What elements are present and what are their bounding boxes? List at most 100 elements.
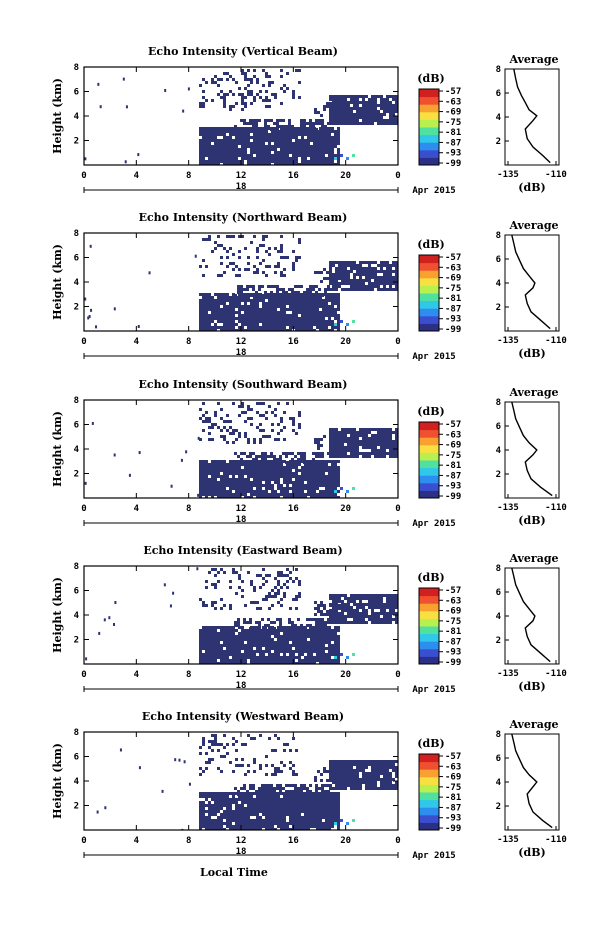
echo-cell	[386, 606, 389, 609]
echo-cell	[307, 466, 310, 469]
echo-cell	[301, 810, 304, 813]
echo-cell	[292, 481, 295, 484]
echo-cell	[259, 311, 262, 314]
echo-cell	[253, 481, 256, 484]
echo-cell	[256, 130, 259, 133]
echo-cell	[337, 305, 340, 308]
echo-cell	[244, 819, 247, 822]
echo-cell	[241, 157, 244, 160]
echo-cell	[304, 813, 307, 816]
echo-cell	[286, 308, 289, 311]
echo-cell	[247, 813, 250, 816]
echo-cell	[202, 481, 205, 484]
echo-cell	[292, 484, 295, 487]
echo-cell	[285, 461, 288, 464]
echo-cell	[319, 647, 322, 650]
echo-cell	[377, 285, 380, 288]
echo-cell	[286, 256, 289, 259]
echo-cell	[268, 469, 271, 472]
echo-cell	[335, 618, 338, 621]
echo-cell	[250, 822, 253, 825]
x-tick-label: 0	[81, 504, 86, 514]
echo-cell	[199, 84, 202, 87]
echo-cell	[247, 481, 250, 484]
echo-cell	[199, 438, 202, 441]
echo-cell	[277, 571, 280, 574]
echo-cell	[232, 154, 235, 157]
echo-cell	[362, 594, 365, 597]
echo-cell	[276, 119, 279, 122]
echo-cell	[247, 317, 250, 320]
echo-cell	[259, 825, 262, 828]
echo-cell	[383, 606, 386, 609]
echo-cell	[208, 822, 211, 825]
echo-cell	[283, 629, 286, 632]
echo-cell	[223, 308, 226, 311]
echo-cell	[362, 597, 365, 600]
echo-cell	[365, 104, 368, 107]
echo-cell	[295, 644, 298, 647]
echo-cell	[238, 93, 241, 96]
echo-cell	[268, 157, 271, 160]
echo-cell	[271, 816, 274, 819]
echo-cell	[301, 323, 304, 326]
echo-cell	[341, 270, 344, 273]
echo-cell	[259, 472, 262, 475]
echo-cell	[232, 142, 235, 145]
echo-cell	[380, 279, 383, 282]
echo-cell	[341, 119, 344, 122]
echo-cell	[353, 434, 356, 437]
echo-cell	[265, 595, 268, 598]
echo-cell	[235, 148, 238, 151]
echo-cell	[356, 434, 359, 437]
echo-cell	[271, 647, 274, 650]
echo-cell	[377, 621, 380, 624]
echo-cell	[244, 816, 247, 819]
echo-cell	[332, 264, 335, 267]
echo-cell	[309, 294, 312, 297]
echo-cell	[368, 285, 371, 288]
echo-cell	[289, 662, 292, 664]
echo-cell	[300, 790, 303, 793]
echo-cell	[319, 130, 322, 133]
echo-cell	[250, 632, 253, 635]
echo-cell	[247, 816, 250, 819]
echo-cell	[297, 291, 300, 294]
echo-cell	[220, 460, 223, 463]
echo-speck	[95, 325, 98, 329]
echo-cell	[205, 822, 208, 825]
echo-cell	[285, 125, 288, 128]
echo-cell	[262, 84, 265, 87]
echo-cell	[223, 317, 226, 320]
echo-cell	[325, 819, 328, 822]
echo-cell	[265, 641, 268, 644]
echo-cell	[226, 256, 229, 259]
echo-cell	[205, 641, 208, 644]
echo-cell	[298, 308, 301, 311]
panel-title: Echo Intensity (Vertical Beam)	[148, 45, 338, 58]
echo-cell	[235, 429, 238, 432]
echo-cell	[368, 264, 371, 267]
echo-cell	[256, 647, 259, 650]
echo-cell	[208, 466, 211, 469]
echo-cell	[214, 151, 217, 154]
echo-cell	[220, 638, 223, 641]
x-tick-label: 12	[236, 337, 247, 347]
echo-cell	[332, 431, 335, 434]
echo-cell	[271, 632, 274, 635]
echo-cell	[301, 484, 304, 487]
echo-cell	[274, 810, 277, 813]
echo-cell	[282, 125, 285, 128]
echo-cell	[280, 638, 283, 641]
echo-cell	[338, 261, 341, 264]
echo-cell	[322, 659, 325, 662]
echo-cell	[259, 484, 262, 487]
echo-cell	[371, 618, 374, 621]
echo-cell	[271, 429, 274, 432]
echo-color-cell	[334, 323, 337, 326]
echo-cell	[199, 795, 202, 798]
echo-cell	[338, 787, 341, 790]
echo-cell	[289, 810, 292, 813]
echo-cell	[344, 279, 347, 282]
echo-cell	[359, 612, 362, 615]
